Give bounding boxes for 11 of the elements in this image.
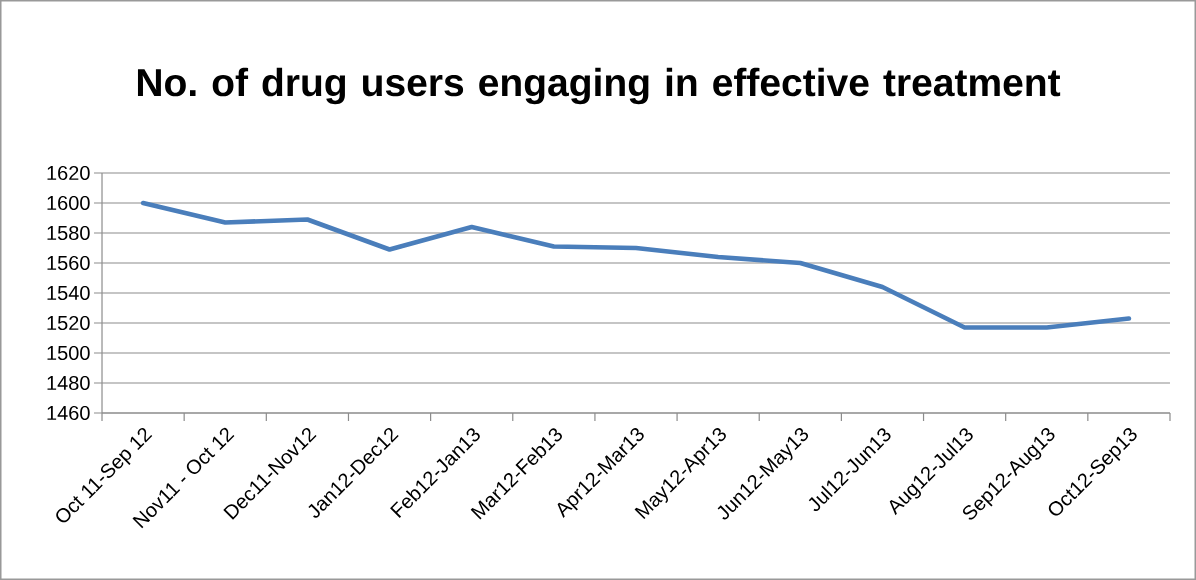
- y-tick-label: 1580: [47, 225, 90, 241]
- y-tick-label: 1560: [47, 255, 90, 271]
- y-tick-label: 1500: [47, 345, 90, 361]
- y-tick-label: 1480: [47, 375, 90, 391]
- chart-title: No. of drug users engaging in effective treatment: [137, 67, 1061, 105]
- y-tick-label: 1620: [47, 165, 90, 181]
- y-tick-label: 1520: [47, 315, 90, 331]
- y-tick-label: 1460: [47, 405, 90, 421]
- y-tick-label: 1600: [47, 195, 90, 211]
- line-series: [140, 200, 1132, 330]
- y-tick-label: 1540: [47, 285, 90, 301]
